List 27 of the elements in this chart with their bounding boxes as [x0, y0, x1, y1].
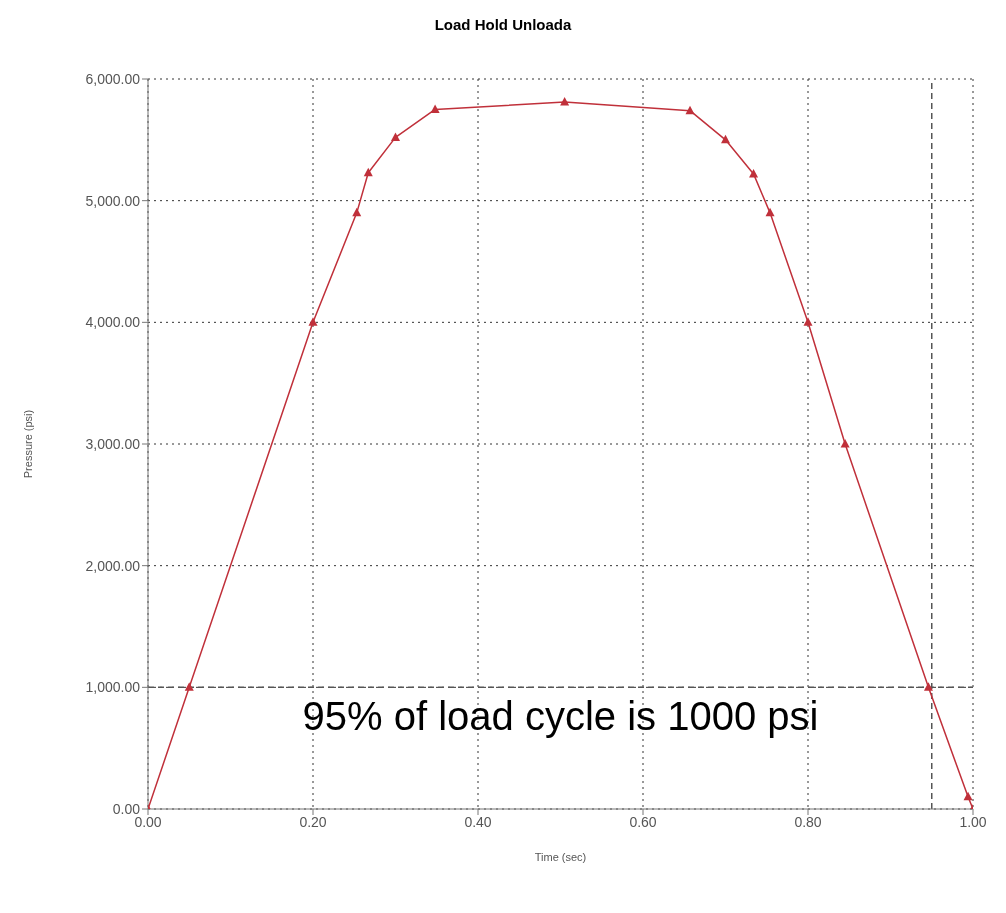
chart-title: Load Hold Unloada: [433, 16, 573, 33]
annotation: 95% of load cycle is 1000 psi: [301, 694, 820, 739]
y-tick-label: 6,000.00: [85, 70, 141, 87]
y-tick-label: 3,000.00: [85, 435, 141, 452]
x-tick-label: 0.20: [299, 813, 327, 830]
point: [363, 167, 373, 177]
point: [184, 682, 194, 691]
x-tick-label: 0.40: [464, 813, 492, 830]
point: [308, 317, 318, 326]
x-tick-label: 1.00: [959, 813, 987, 830]
y-tick-label: 4,000.00: [85, 314, 141, 331]
point: [803, 317, 813, 326]
point: [352, 207, 362, 217]
point: [560, 97, 570, 106]
y-tick-label: 1,000.00: [85, 679, 141, 696]
x-axis-title: Time (sec): [534, 851, 587, 863]
y-tick-label: 5,000.00: [85, 192, 141, 209]
point: [840, 439, 850, 448]
y-tick-label: 2,000.00: [85, 557, 141, 574]
point: [391, 132, 400, 141]
point: [685, 105, 695, 115]
point: [923, 682, 933, 691]
x-tick-label: 0.80: [794, 813, 822, 830]
point: [721, 134, 730, 144]
point: [430, 104, 440, 113]
y-axis-title: Pressure (psi): [21, 409, 34, 479]
x-tick-label: 0.60: [629, 813, 657, 830]
